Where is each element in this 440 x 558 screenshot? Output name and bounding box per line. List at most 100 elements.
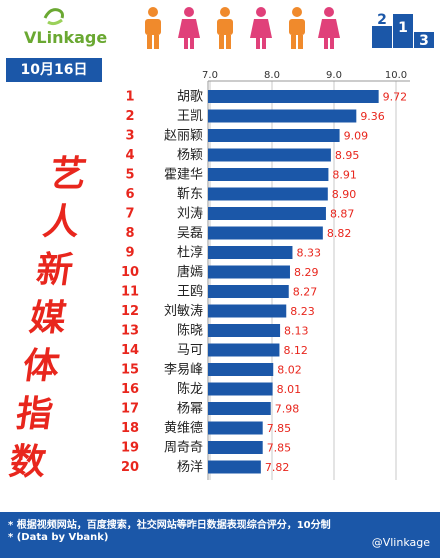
- podium-digit-3: 3: [419, 33, 429, 48]
- bar: [208, 382, 273, 396]
- x-tick-label: 7.0: [202, 70, 218, 81]
- category-label: 陈晓: [177, 323, 203, 339]
- man-icon: [145, 7, 161, 49]
- value-label: 9.72: [383, 91, 408, 104]
- rank-label: 14: [121, 343, 139, 358]
- date-badge: 10月16日: [6, 58, 102, 82]
- category-label: 刘敏涛: [164, 303, 203, 319]
- value-label: 7.85: [267, 442, 292, 455]
- rank-label: 11: [121, 285, 139, 300]
- bar: [208, 207, 326, 220]
- rank-label: 17: [121, 402, 139, 417]
- rank-label: 20: [121, 460, 139, 475]
- category-label: 杨洋: [177, 460, 203, 475]
- bar: [208, 363, 274, 376]
- rank-label: 5: [125, 168, 134, 183]
- woman-icon: [250, 7, 272, 49]
- rank-label: 6: [125, 187, 134, 202]
- rank-label: 16: [121, 382, 139, 397]
- bar: [208, 460, 261, 474]
- value-label: 7.82: [265, 461, 290, 474]
- bar: [208, 246, 293, 259]
- category-label: 霍建华: [164, 168, 203, 183]
- category-label: 刘涛: [177, 206, 203, 222]
- podium-digit-1: 1: [398, 20, 408, 36]
- rank-label: 10: [121, 265, 139, 280]
- logo-text: VLinkage: [24, 28, 108, 47]
- category-label: 靳东: [177, 187, 203, 202]
- category-label: 李易峰: [164, 363, 203, 378]
- value-label: 8.91: [332, 169, 357, 182]
- value-label: 8.95: [335, 149, 360, 162]
- x-tick-label: 9.0: [326, 70, 342, 81]
- bar: [208, 421, 263, 435]
- value-label: 8.13: [284, 325, 309, 338]
- bar: [208, 343, 280, 357]
- bar: [208, 265, 290, 279]
- bar: [208, 168, 329, 181]
- value-label: 8.23: [290, 305, 315, 318]
- category-label: 王鸥: [177, 284, 203, 300]
- watermark: @Vlinkage: [371, 536, 430, 549]
- value-label: 8.29: [294, 266, 319, 279]
- value-label: 7.98: [275, 403, 300, 416]
- people-icons: [140, 6, 340, 50]
- podium-digit-2: 2: [377, 12, 387, 28]
- bar: [208, 109, 357, 123]
- bar: [208, 226, 323, 240]
- category-label: 唐嫣: [177, 264, 203, 280]
- value-label: 8.02: [277, 364, 302, 377]
- value-label: 7.85: [267, 422, 292, 435]
- bar: [208, 129, 340, 142]
- woman-icon: [178, 7, 200, 49]
- bar: [208, 90, 379, 103]
- man-icon: [217, 7, 233, 49]
- rank-label: 4: [125, 148, 134, 163]
- value-label: 8.82: [327, 227, 352, 240]
- category-label: 黄维德: [164, 421, 203, 436]
- podium-icon: 2 1 3: [372, 12, 434, 48]
- category-label: 胡歌: [177, 90, 203, 105]
- bar-chart: 7.0 8.0 9.0 10.0 1 胡歌 9.72 2 王凯 9.36 3 赵丽颖 9.09 4 杨颖 8.…: [121, 70, 410, 480]
- footnote-source: * (Data by Vbank): [8, 532, 109, 543]
- logo-swirl-icon: [43, 8, 64, 26]
- x-tick-label: 10.0: [385, 70, 407, 81]
- bar: [208, 441, 263, 454]
- category-label: 杨幂: [177, 402, 203, 417]
- x-tick-label: 8.0: [264, 70, 280, 81]
- category-label: 赵丽颖: [164, 129, 203, 144]
- category-label: 马可: [177, 343, 203, 358]
- value-label: 8.87: [330, 208, 355, 221]
- category-label: 杨颖: [177, 148, 203, 163]
- rank-label: 19: [121, 441, 139, 456]
- bar: [208, 402, 271, 415]
- value-label: 8.33: [296, 247, 321, 260]
- footnote-method: * 根据视频网站，百度搜索，社交网站等昨日数据表现综合评分，10分制: [8, 520, 331, 531]
- category-label: 陈龙: [177, 381, 203, 397]
- bar: [208, 324, 281, 337]
- rank-label: 8: [125, 226, 134, 241]
- value-label: 9.36: [360, 110, 385, 123]
- category-label: 王凯: [177, 109, 203, 124]
- bar: [208, 187, 328, 201]
- rank-label: 15: [121, 363, 139, 378]
- value-label: 8.90: [332, 188, 357, 201]
- rank-label: 1: [125, 90, 134, 105]
- value-label: 9.09: [344, 130, 369, 143]
- value-label: 8.27: [293, 286, 318, 299]
- bar: [208, 148, 331, 162]
- rank-label: 9: [125, 246, 134, 261]
- value-label: 8.12: [283, 344, 308, 357]
- rank-label: 2: [125, 109, 134, 124]
- rank-label: 13: [121, 324, 139, 339]
- bar: [208, 285, 289, 298]
- category-label: 周奇奇: [164, 440, 203, 456]
- vlinkage-logo: VLinkage: [12, 6, 122, 47]
- footer-band: [0, 512, 440, 558]
- category-label: 杜淳: [177, 245, 203, 261]
- value-label: 8.01: [277, 383, 302, 396]
- rank-label: 3: [125, 129, 134, 144]
- man-icon: [289, 7, 305, 49]
- rank-label: 18: [121, 421, 139, 436]
